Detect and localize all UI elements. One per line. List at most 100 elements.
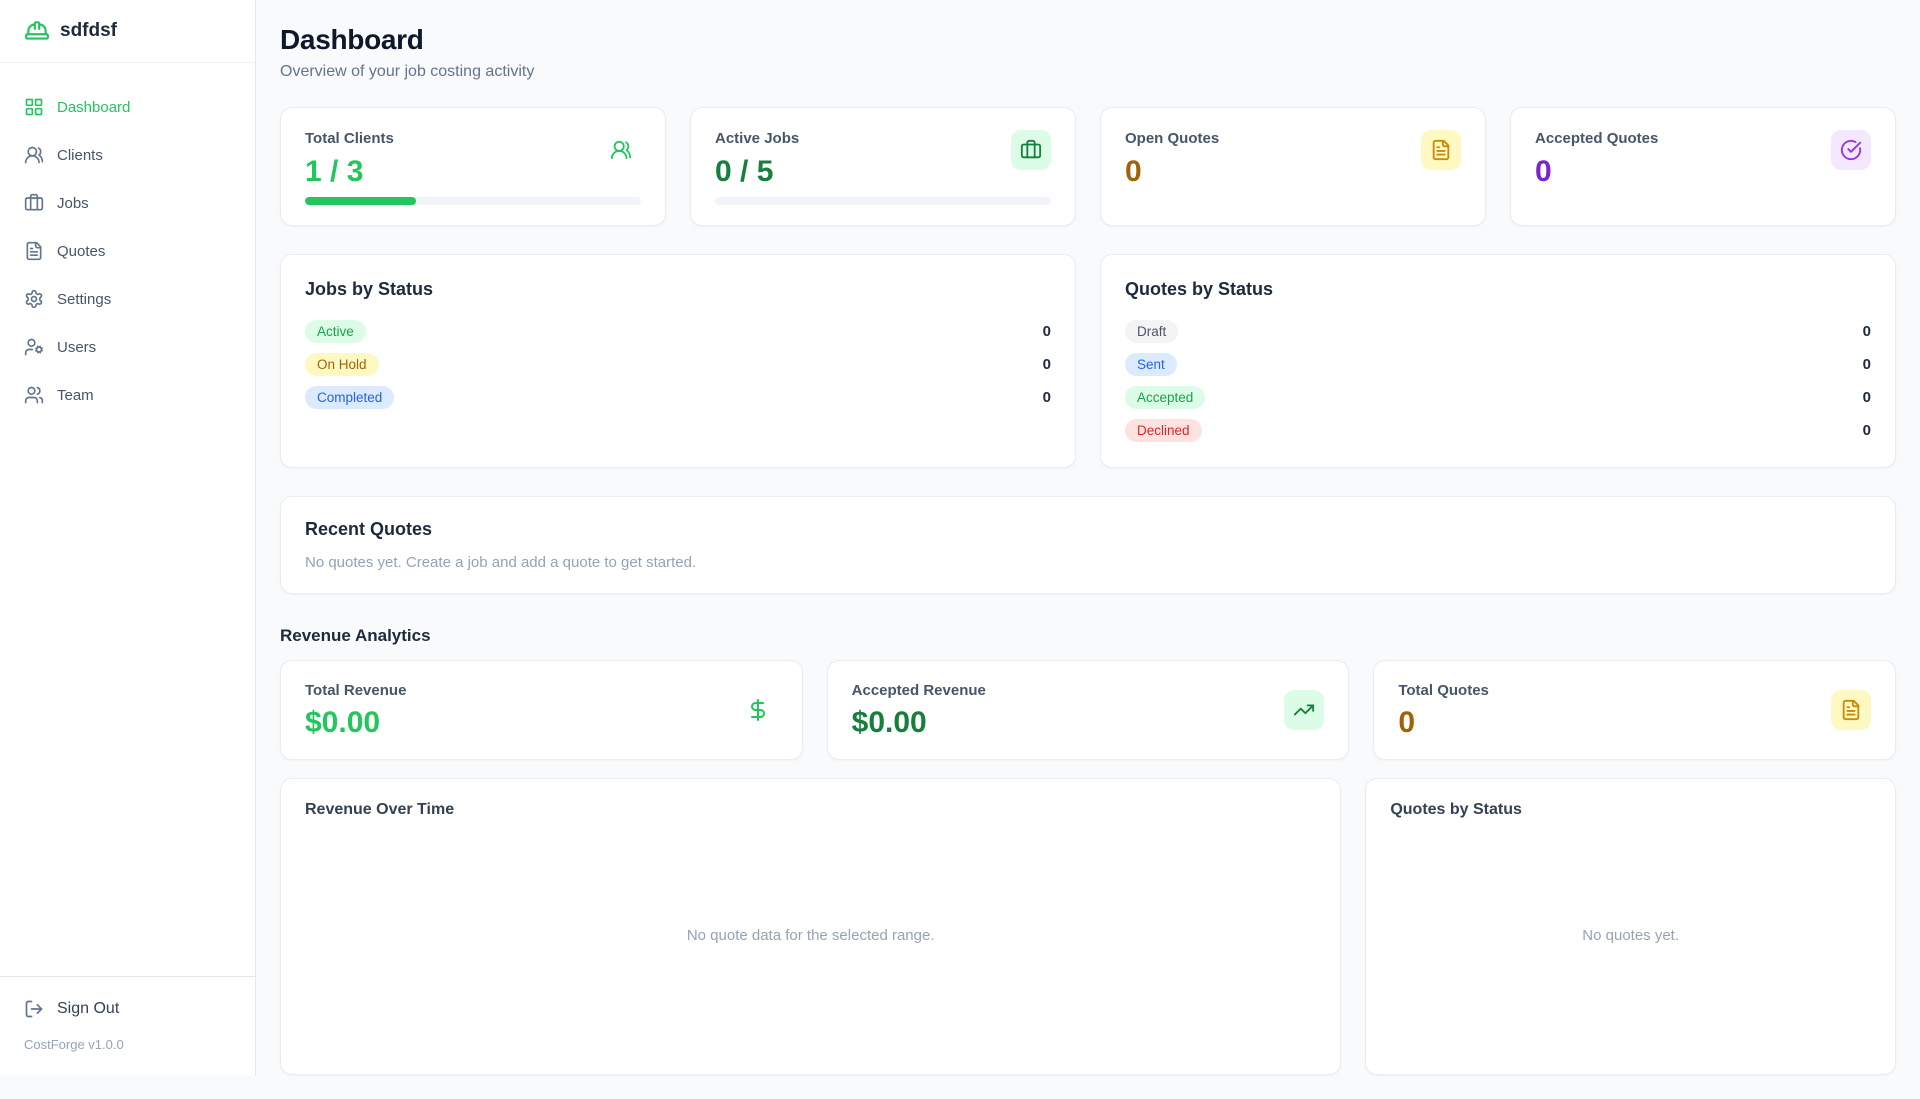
sidebar-item-label: Users	[57, 339, 96, 356]
chart-title: Revenue Over Time	[305, 801, 1316, 819]
sidebar-item-label: Settings	[57, 291, 111, 308]
revenue-analytics-heading: Revenue Analytics	[280, 626, 1896, 646]
revenue-label: Total Revenue	[305, 682, 406, 699]
revenue-label: Accepted Revenue	[852, 682, 986, 699]
revenue-label: Total Quotes	[1398, 682, 1489, 699]
recent-quotes-empty-text: No quotes yet. Create a job and add a qu…	[305, 554, 1871, 571]
status-count: 0	[1863, 356, 1871, 373]
quotes-by-status-card: Quotes by Status Draft 0 Sent 0 Accepted…	[1100, 254, 1896, 468]
status-count: 0	[1043, 389, 1051, 406]
chart-empty-text: No quotes yet.	[1390, 819, 1871, 1052]
sidebar-item-label: Jobs	[57, 195, 89, 212]
stat-card-active-jobs: Active Jobs 0 / 5	[690, 107, 1076, 226]
main-content: Dashboard Overview of your job costing a…	[256, 0, 1920, 1099]
stat-label: Open Quotes	[1125, 130, 1219, 147]
log-out-icon	[24, 999, 44, 1019]
status-row: Completed 0	[305, 384, 1051, 410]
team-icon	[24, 385, 44, 405]
page-title: Dashboard	[280, 24, 1896, 56]
stats-grid: Total Clients 1 / 3 Active Jobs 0 / 5	[280, 107, 1896, 226]
status-row: Declined 0	[1125, 417, 1871, 443]
total-quotes-card: Total Quotes 0	[1373, 660, 1896, 760]
sidebar-item-jobs[interactable]: Jobs	[12, 183, 243, 223]
sidebar-item-label: Quotes	[57, 243, 105, 260]
total-revenue-card: Total Revenue $0.00	[280, 660, 803, 760]
stat-label: Accepted Quotes	[1535, 130, 1658, 147]
stat-value: 0	[1535, 155, 1658, 188]
sign-out-label: Sign Out	[57, 1000, 119, 1018]
status-badge: Active	[305, 320, 366, 343]
sidebar-item-label: Dashboard	[57, 99, 130, 116]
app-logo: sdfdsf	[0, 0, 255, 63]
stat-label: Active Jobs	[715, 130, 799, 147]
quotes-by-status-chart-card: Quotes by Status No quotes yet.	[1365, 778, 1896, 1075]
briefcase-icon	[1011, 130, 1051, 170]
accepted-revenue-card: Accepted Revenue $0.00	[827, 660, 1350, 760]
sidebar-nav: Dashboard Clients Jobs Quotes Settings	[0, 63, 255, 976]
status-row: Draft 0	[1125, 318, 1871, 344]
card-title: Recent Quotes	[305, 519, 1871, 540]
layout-grid-icon	[24, 97, 44, 117]
revenue-value: 0	[1398, 706, 1489, 739]
status-badge: Draft	[1125, 320, 1178, 343]
recent-quotes-card: Recent Quotes No quotes yet. Create a jo…	[280, 496, 1896, 594]
revenue-value: $0.00	[852, 706, 986, 739]
file-text-icon	[24, 241, 44, 261]
status-badge: Sent	[1125, 353, 1177, 376]
status-count: 0	[1863, 422, 1871, 439]
sidebar-footer: Sign Out CostForge v1.0.0	[0, 976, 255, 1076]
status-badge: Accepted	[1125, 386, 1205, 409]
status-badge: On Hold	[305, 353, 379, 376]
sidebar-item-users[interactable]: Users	[12, 327, 243, 367]
status-row: On Hold 0	[305, 351, 1051, 377]
users-icon	[601, 130, 641, 170]
circle-check-icon	[1831, 130, 1871, 170]
status-badge: Completed	[305, 386, 394, 409]
sign-out-button[interactable]: Sign Out	[24, 999, 231, 1019]
charts-grid: Revenue Over Time No quote data for the …	[280, 778, 1896, 1075]
hard-hat-icon	[24, 18, 50, 44]
status-count: 0	[1863, 323, 1871, 340]
stat-label: Total Clients	[305, 130, 394, 147]
sidebar-item-dashboard[interactable]: Dashboard	[12, 87, 243, 127]
user-cog-icon	[24, 337, 44, 357]
sidebar-item-team[interactable]: Team	[12, 375, 243, 415]
sidebar-item-settings[interactable]: Settings	[12, 279, 243, 319]
status-count: 0	[1863, 389, 1871, 406]
status-row: Sent 0	[1125, 351, 1871, 377]
jobs-by-status-card: Jobs by Status Active 0 On Hold 0 Comple…	[280, 254, 1076, 468]
sidebar-item-label: Clients	[57, 147, 103, 164]
status-grid: Jobs by Status Active 0 On Hold 0 Comple…	[280, 254, 1896, 468]
dollar-icon	[738, 690, 778, 730]
card-title: Jobs by Status	[305, 279, 1051, 300]
revenue-grid: Total Revenue $0.00 Accepted Revenue $0.…	[280, 660, 1896, 760]
card-title: Quotes by Status	[1125, 279, 1871, 300]
stat-card-accepted-quotes: Accepted Quotes 0	[1510, 107, 1896, 226]
status-row: Accepted 0	[1125, 384, 1871, 410]
chart-empty-text: No quote data for the selected range.	[305, 819, 1316, 1052]
sidebar: sdfdsf Dashboard Clients Jobs Quotes	[0, 0, 256, 1076]
chart-title: Quotes by Status	[1390, 801, 1871, 819]
app-version: CostForge v1.0.0	[24, 1037, 231, 1052]
sidebar-item-clients[interactable]: Clients	[12, 135, 243, 175]
sidebar-item-label: Team	[57, 387, 94, 404]
file-text-icon	[1831, 690, 1871, 730]
briefcase-icon	[24, 193, 44, 213]
revenue-over-time-card: Revenue Over Time No quote data for the …	[280, 778, 1341, 1075]
stat-card-total-clients: Total Clients 1 / 3	[280, 107, 666, 226]
status-badge: Declined	[1125, 419, 1202, 442]
trending-up-icon	[1284, 690, 1324, 730]
gear-icon	[24, 289, 44, 309]
progress-fill	[305, 197, 416, 205]
sidebar-item-quotes[interactable]: Quotes	[12, 231, 243, 271]
stat-value: 1 / 3	[305, 155, 394, 188]
stat-card-open-quotes: Open Quotes 0	[1100, 107, 1486, 226]
users-icon	[24, 145, 44, 165]
file-text-icon	[1421, 130, 1461, 170]
stat-value: 0	[1125, 155, 1219, 188]
progress-bar	[715, 197, 1051, 205]
progress-bar	[305, 197, 641, 205]
status-row: Active 0	[305, 318, 1051, 344]
status-count: 0	[1043, 356, 1051, 373]
status-count: 0	[1043, 323, 1051, 340]
